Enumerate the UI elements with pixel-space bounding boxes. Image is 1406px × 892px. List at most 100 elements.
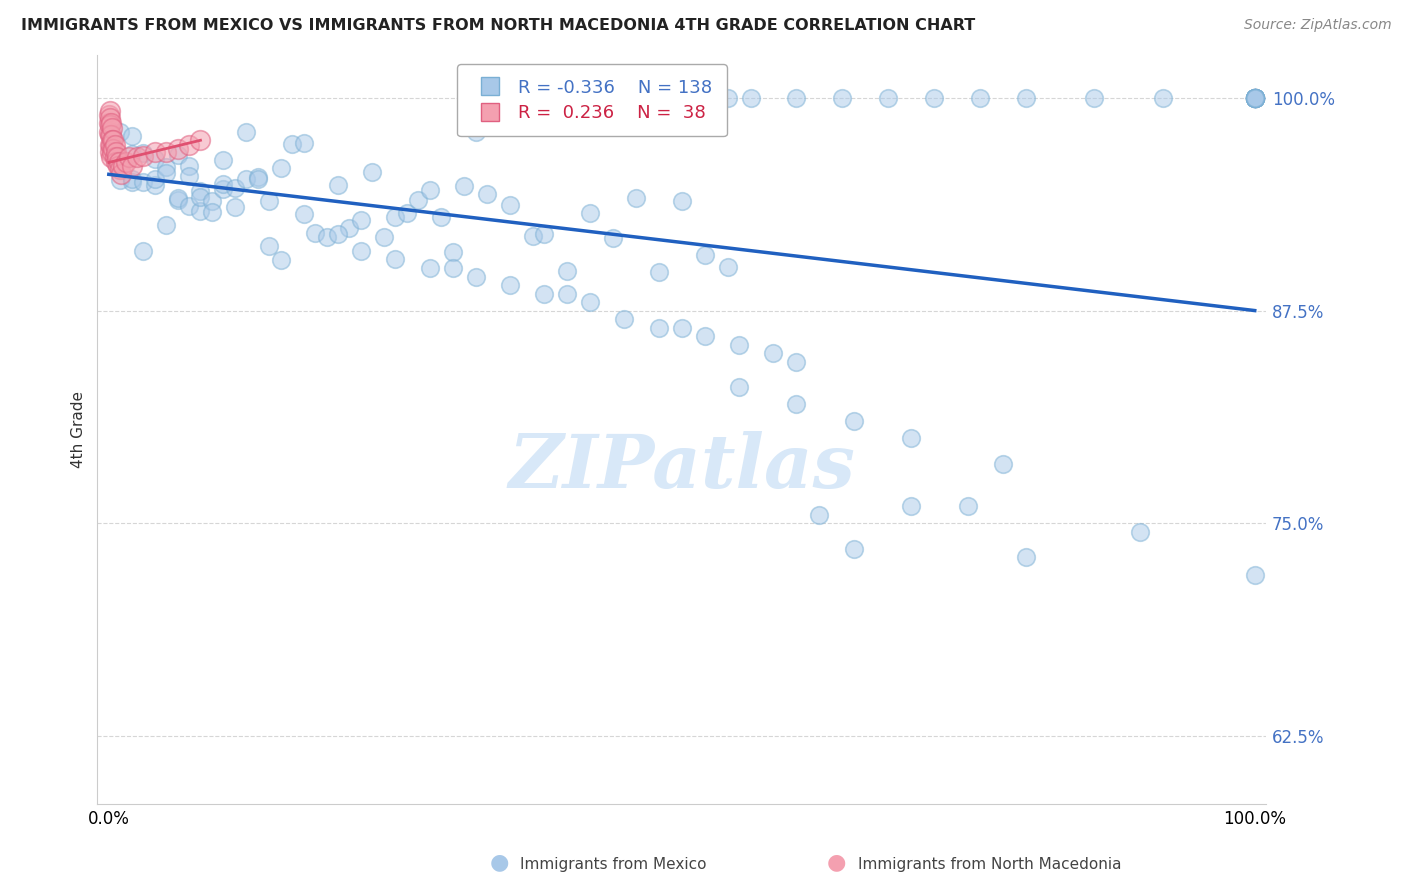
Point — [613, 312, 636, 326]
Point — [1243, 91, 1265, 105]
Text: Immigrants from North Macedonia: Immigrants from North Macedonia — [858, 857, 1121, 872]
Point — [831, 91, 853, 105]
Point — [97, 108, 120, 122]
Point — [1243, 91, 1265, 105]
Point — [1243, 91, 1265, 105]
Point — [740, 91, 762, 105]
Point — [212, 178, 235, 192]
Point — [475, 187, 498, 202]
Point — [110, 173, 132, 187]
Point — [900, 500, 922, 514]
Point — [555, 286, 578, 301]
Point — [118, 150, 141, 164]
Point — [1152, 91, 1174, 105]
Point — [132, 244, 155, 258]
Point — [315, 229, 337, 244]
Point — [98, 118, 121, 132]
Point — [1243, 91, 1265, 105]
Point — [246, 170, 269, 185]
Point — [1243, 91, 1265, 105]
Point — [717, 260, 740, 274]
Point — [1243, 91, 1265, 105]
Point — [728, 380, 751, 394]
Point — [533, 227, 555, 241]
Point — [693, 248, 716, 262]
Point — [108, 155, 131, 169]
Point — [103, 138, 125, 153]
Point — [155, 166, 177, 180]
Point — [110, 162, 132, 177]
Point — [155, 145, 177, 160]
Point — [533, 286, 555, 301]
Point — [1243, 91, 1265, 105]
Point — [1243, 91, 1265, 105]
Point — [969, 91, 991, 105]
Point — [100, 128, 122, 143]
Point — [533, 91, 555, 105]
Point — [190, 189, 212, 203]
Point — [246, 171, 269, 186]
Text: Immigrants from Mexico: Immigrants from Mexico — [520, 857, 707, 872]
Point — [624, 190, 647, 204]
Point — [281, 136, 304, 151]
Point — [419, 260, 441, 275]
Point — [292, 136, 315, 151]
Point — [121, 129, 143, 144]
Point — [101, 145, 124, 160]
Point — [212, 153, 235, 167]
Point — [441, 244, 464, 259]
Point — [842, 414, 865, 428]
Point — [121, 175, 143, 189]
Point — [326, 227, 349, 241]
Point — [842, 541, 865, 556]
Point — [361, 165, 384, 179]
Point — [1243, 91, 1265, 105]
Y-axis label: 4th Grade: 4th Grade — [72, 392, 86, 468]
Point — [190, 133, 212, 147]
Point — [121, 159, 143, 173]
Point — [224, 180, 246, 194]
Point — [785, 354, 807, 368]
Point — [499, 198, 522, 212]
Point — [464, 91, 486, 105]
Point — [104, 155, 127, 169]
Point — [991, 457, 1014, 471]
Point — [406, 193, 429, 207]
Point — [808, 508, 831, 522]
Point — [1243, 567, 1265, 582]
Point — [1243, 91, 1265, 105]
Point — [1243, 91, 1265, 105]
Point — [190, 204, 212, 219]
Point — [100, 116, 122, 130]
Point — [785, 91, 807, 105]
Point — [115, 155, 138, 169]
Point — [671, 91, 693, 105]
Point — [201, 194, 224, 208]
Point — [464, 269, 486, 284]
Point — [98, 138, 121, 153]
Point — [155, 160, 177, 174]
Point — [648, 320, 671, 334]
Point — [257, 238, 280, 252]
Point — [127, 150, 149, 164]
Point — [104, 145, 127, 160]
Point — [105, 150, 128, 164]
Point — [877, 91, 900, 105]
Point — [101, 133, 124, 147]
Text: ●: ● — [489, 853, 509, 872]
Point — [190, 184, 212, 198]
Point — [441, 260, 464, 275]
Point — [257, 194, 280, 208]
Point — [1243, 91, 1265, 105]
Point — [384, 210, 406, 224]
Point — [177, 199, 200, 213]
Legend: R = -0.336    N = 138, R =  0.236    N =  38: R = -0.336 N = 138, R = 0.236 N = 38 — [457, 64, 727, 136]
Point — [132, 175, 155, 189]
Point — [339, 221, 361, 235]
Point — [235, 171, 257, 186]
Point — [373, 230, 395, 244]
Point — [717, 91, 740, 105]
Point — [177, 138, 200, 153]
Point — [1243, 91, 1265, 105]
Point — [1083, 91, 1105, 105]
